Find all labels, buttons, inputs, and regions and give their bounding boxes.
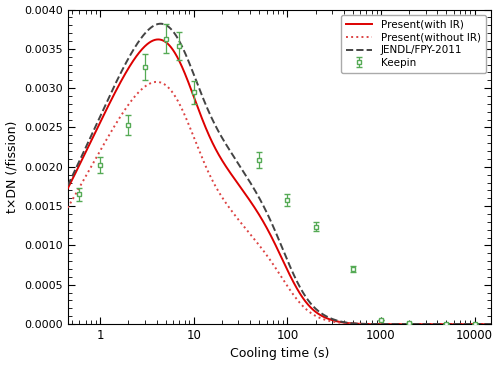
Present(without IR) (60, 213, 66, 218)
Present(without IR) (397, 322, 403, 326)
Present(with IR) (155, 37, 161, 42)
JENDL/FPY-2011 (476, 322, 482, 326)
JENDL/FPY-2011 (82, 147, 88, 152)
Line: Present(without IR): Present(without IR) (63, 82, 491, 324)
Line: JENDL/FPY-2011: JENDL/FPY-2011 (63, 24, 491, 324)
Present(without IR) (488, 322, 494, 326)
Present(with IR) (397, 322, 403, 326)
Y-axis label: t×DN (/fission): t×DN (/fission) (6, 121, 18, 213)
Legend: Present(with IR), Present(without IR), JENDL/FPY-2011, Keepin: Present(with IR), Present(without IR), J… (341, 15, 486, 73)
Present(without IR) (476, 322, 482, 326)
JENDL/FPY-2011 (268, 220, 274, 224)
JENDL/FPY-2011 (476, 322, 482, 326)
Present(with IR) (476, 322, 482, 326)
Present(with IR) (476, 322, 482, 326)
Line: Present(with IR): Present(with IR) (63, 40, 491, 324)
X-axis label: Cooling time (s): Cooling time (s) (230, 347, 329, 361)
Present(with IR) (488, 322, 494, 326)
Present(without IR) (154, 80, 160, 84)
Present(with IR) (257, 214, 263, 218)
JENDL/FPY-2011 (60, 193, 66, 197)
Present(with IR) (60, 195, 66, 200)
JENDL/FPY-2011 (397, 322, 403, 326)
Present(with IR) (268, 234, 274, 239)
JENDL/FPY-2011 (488, 322, 494, 326)
Present(without IR) (268, 259, 274, 264)
Present(with IR) (82, 152, 88, 156)
JENDL/FPY-2011 (257, 197, 263, 202)
JENDL/FPY-2011 (158, 22, 164, 26)
Present(without IR) (476, 322, 482, 326)
Present(without IR) (257, 244, 263, 249)
Present(without IR) (82, 176, 88, 180)
